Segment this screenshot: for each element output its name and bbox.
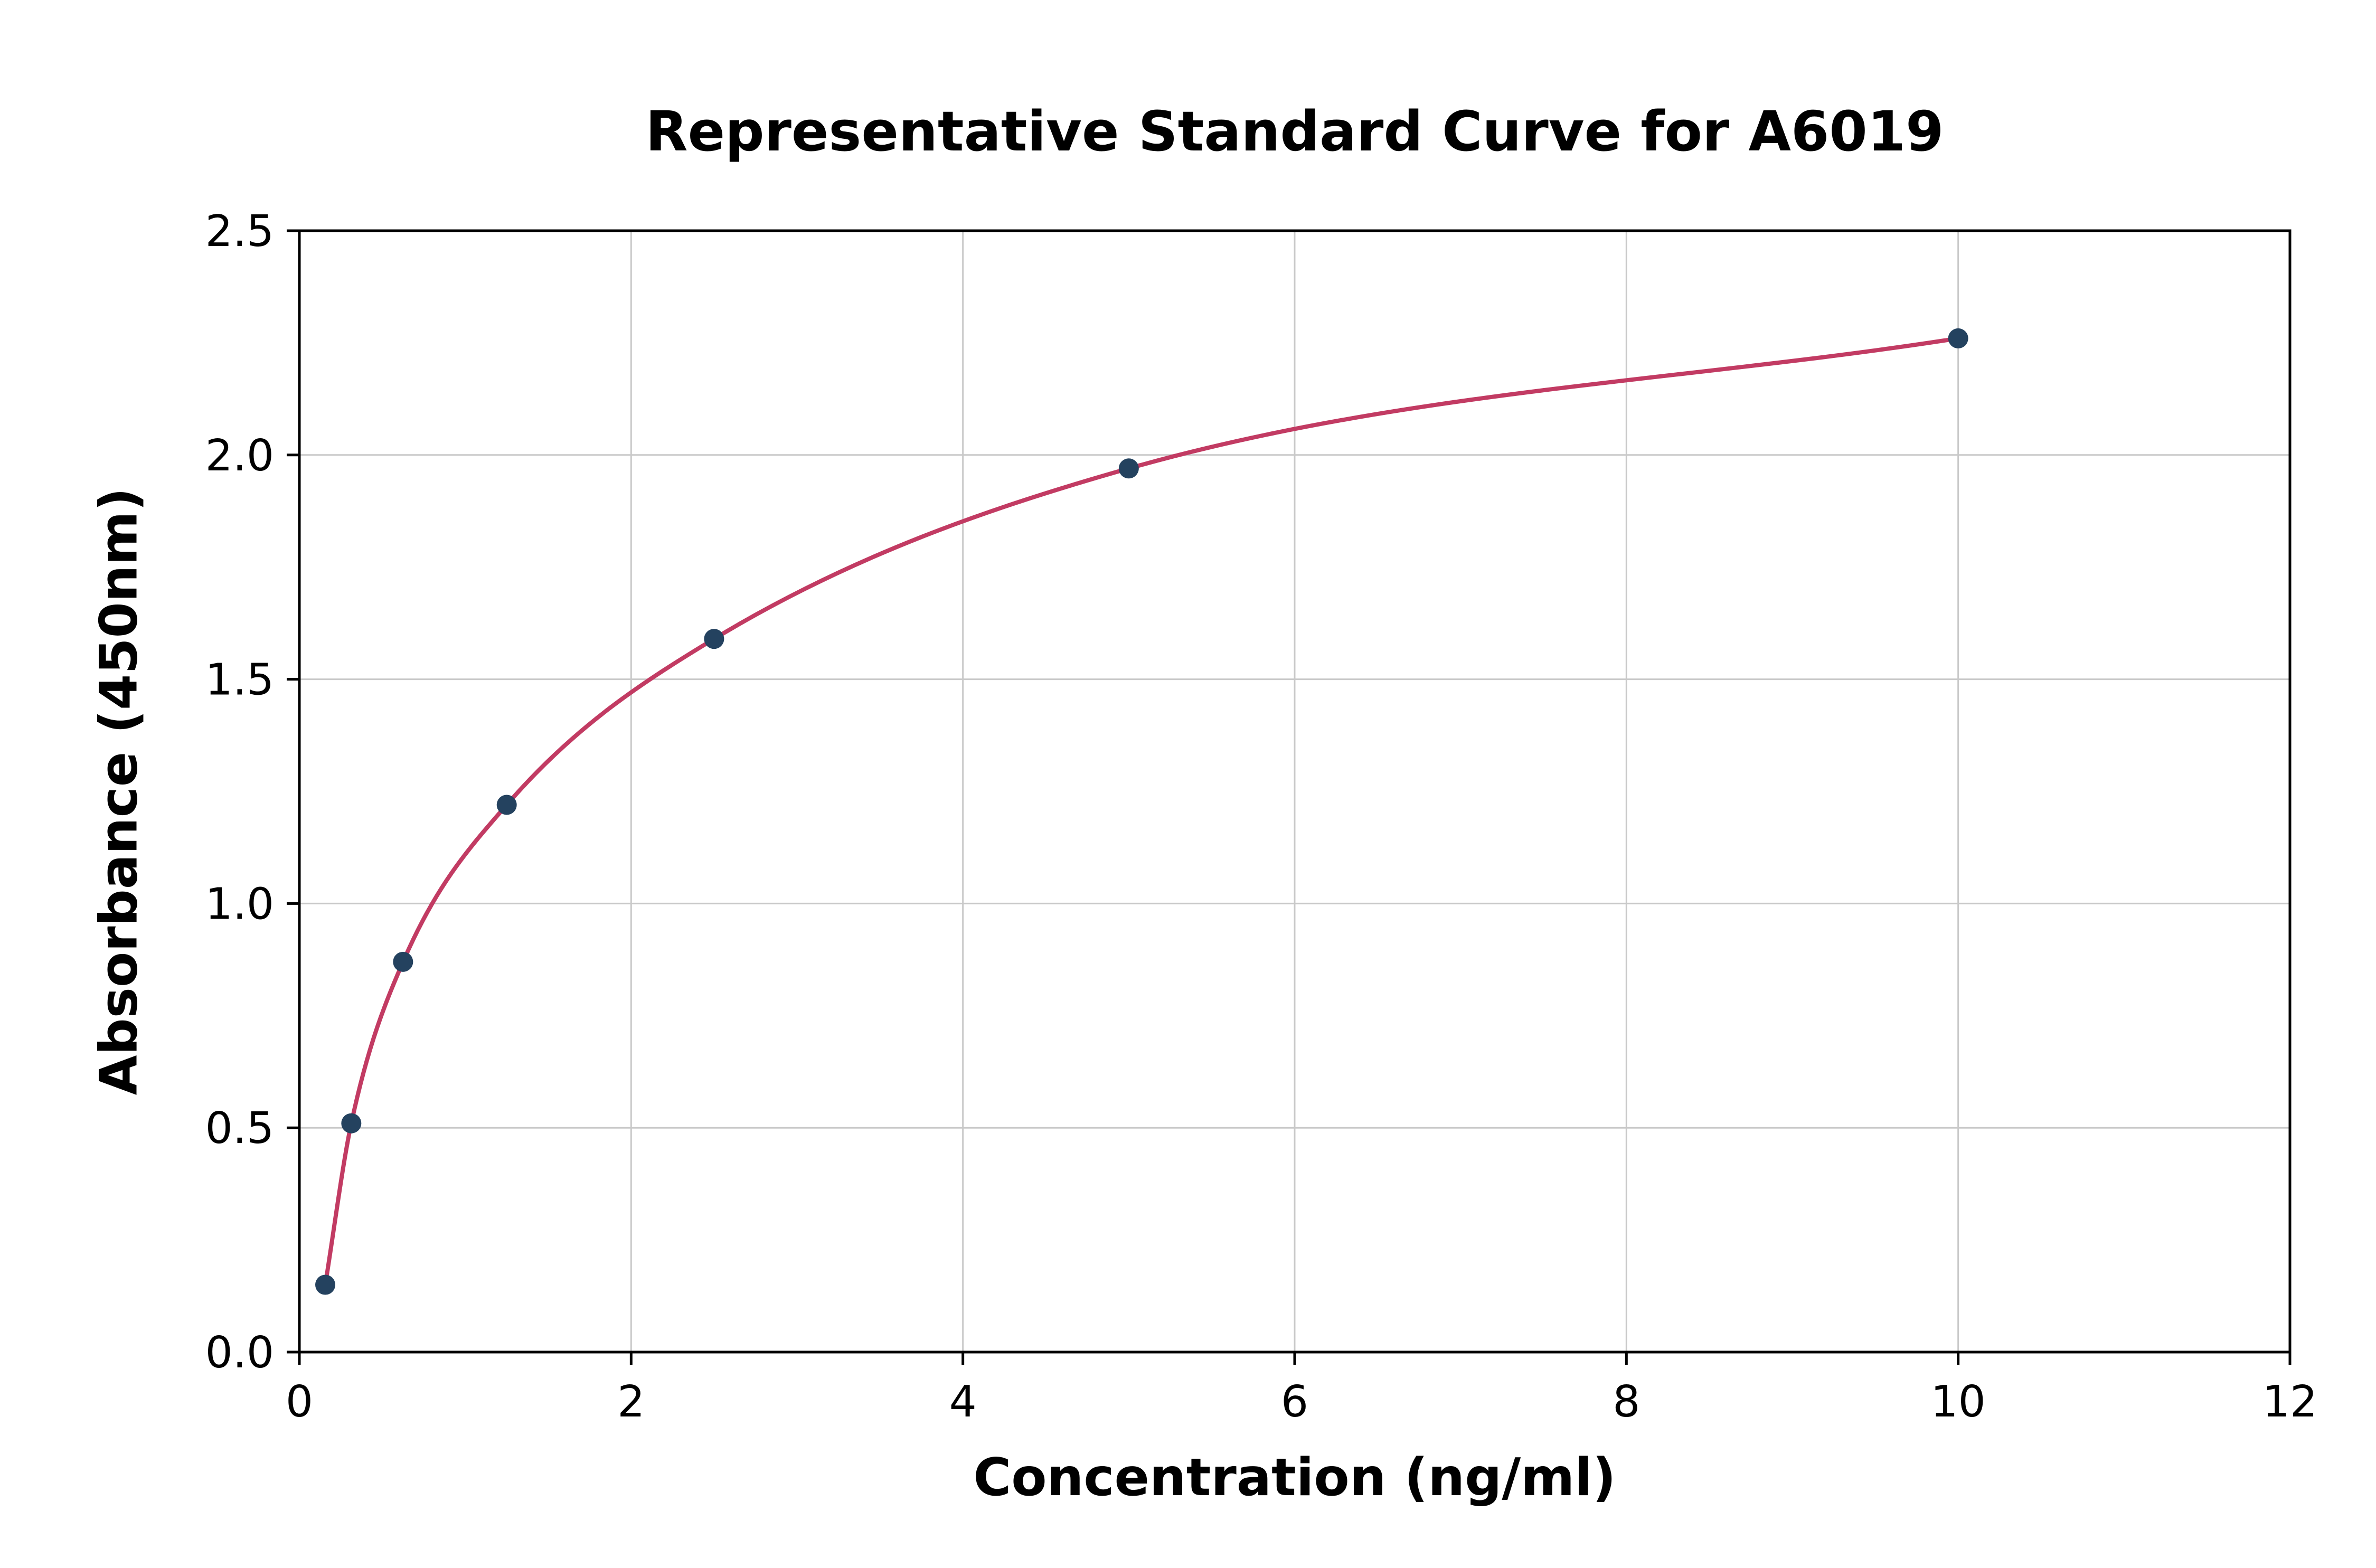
x-tick-label: 0 <box>286 1377 313 1427</box>
y-tick-label: 1.5 <box>205 655 274 705</box>
y-tick-label: 0.5 <box>205 1103 274 1154</box>
x-axis-label: Concentration (ng/ml) <box>973 1448 1616 1508</box>
data-point <box>704 629 724 649</box>
x-tick-label: 12 <box>2262 1377 2317 1427</box>
chart-title: Representative Standard Curve for A6019 <box>645 99 1944 164</box>
y-tick-label: 1.0 <box>205 879 274 929</box>
y-tick-label: 2.5 <box>205 206 274 257</box>
y-tick-label: 0.0 <box>205 1328 274 1378</box>
data-point <box>393 951 413 972</box>
x-tick-label: 2 <box>617 1377 645 1427</box>
data-point <box>315 1274 336 1295</box>
x-tick-label: 4 <box>949 1377 977 1427</box>
data-point <box>496 795 517 815</box>
y-tick-label: 2.0 <box>205 431 274 481</box>
x-tick-label: 6 <box>1281 1377 1308 1427</box>
x-tick-label: 8 <box>1613 1377 1640 1427</box>
x-tick-label: 10 <box>1930 1377 1985 1427</box>
data-point <box>341 1113 362 1134</box>
y-axis-label: Absorbance (450nm) <box>89 487 149 1095</box>
data-point <box>1948 328 1968 348</box>
data-point <box>1118 458 1139 479</box>
y-axis-label-container: Absorbance (450nm) <box>50 231 187 1352</box>
fit-curve <box>323 336 1960 1287</box>
